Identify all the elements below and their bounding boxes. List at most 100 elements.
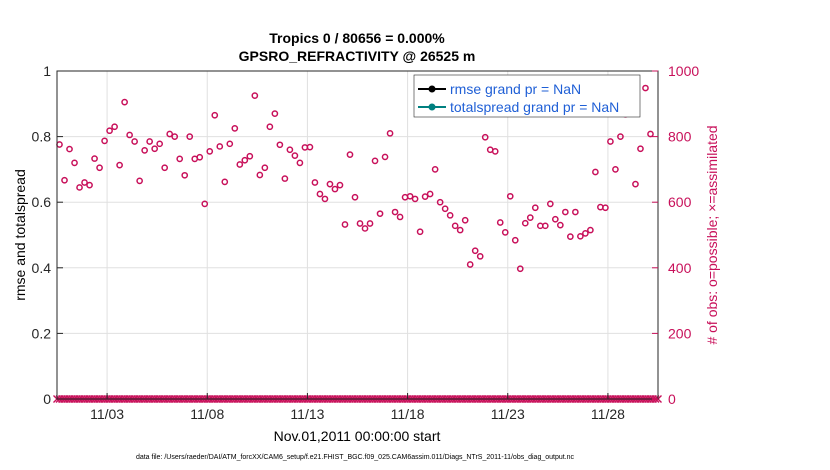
possible-marker — [386, 129, 394, 137]
possible-marker — [246, 152, 254, 160]
possible-marker — [501, 229, 509, 236]
possible-marker — [76, 184, 83, 191]
possible-marker — [66, 145, 73, 153]
possible-marker — [206, 148, 214, 155]
possible-marker — [56, 141, 63, 148]
possible-marker — [131, 138, 138, 145]
possible-marker — [491, 148, 499, 155]
legend-rmse-label: rmse grand pr = NaN — [450, 81, 581, 97]
possible-marker — [146, 138, 154, 145]
legend-rmse-marker — [428, 85, 436, 93]
possible-marker — [176, 155, 184, 163]
y-tick-label-left: 0.4 — [32, 260, 52, 276]
grid-lines — [57, 71, 658, 399]
possible-marker — [436, 198, 444, 206]
possible-marker — [511, 236, 519, 244]
possible-marker — [196, 153, 204, 161]
possible-marker — [231, 125, 239, 132]
possible-marker — [376, 210, 384, 218]
possible-marker — [201, 200, 209, 208]
possible-marker — [361, 225, 369, 232]
possible-marker — [96, 164, 103, 172]
y-tick-label-right: 1000 — [668, 63, 699, 79]
x-tick-label: 11/18 — [391, 406, 425, 422]
possible-marker — [637, 145, 644, 153]
possible-marker — [612, 166, 619, 173]
possible-marker — [91, 155, 98, 162]
possible-marker — [567, 233, 574, 240]
possible-marker — [151, 145, 159, 153]
y-tick-label-left: 0 — [43, 391, 51, 407]
possible-marker — [281, 175, 289, 182]
possible-marker — [156, 140, 164, 148]
x-tick-label: 11/03 — [90, 406, 124, 422]
possible-marker — [331, 185, 339, 193]
y-axis-label-right: # of obs: o=possible; ×=assimilated — [704, 125, 720, 344]
possible-marker — [466, 261, 474, 268]
possible-marker — [642, 84, 649, 92]
possible-marker — [461, 216, 469, 224]
footer-file-path: data file: /Users/raeder/DAI/ATM_forcXX/… — [136, 454, 575, 461]
axes-box — [56, 70, 659, 400]
y-tick-label-right: 600 — [668, 194, 692, 210]
possible-marker — [271, 110, 279, 117]
possible-marker — [81, 179, 88, 186]
possible-marker — [291, 152, 299, 159]
possible-marker — [351, 193, 359, 201]
possible-marker — [516, 265, 524, 273]
possible-marker — [236, 161, 244, 168]
possible-marker — [647, 130, 654, 138]
possible-marker — [391, 208, 399, 216]
possible-marker — [116, 161, 123, 169]
y-tick-label-left: 1 — [43, 63, 51, 79]
possible-marker — [311, 179, 319, 186]
possible-markers — [56, 84, 654, 273]
possible-marker — [431, 166, 439, 173]
possible-marker — [617, 133, 624, 140]
y-tick-label-right: 800 — [668, 129, 692, 145]
possible-marker — [406, 192, 414, 200]
possible-marker — [607, 138, 614, 145]
possible-marker — [481, 133, 489, 141]
y-tick-label-right: 200 — [668, 325, 692, 341]
possible-marker — [86, 181, 93, 189]
possible-marker — [476, 252, 484, 260]
chart-title: Tropics 0 / 80656 = 0.000% — [269, 30, 445, 46]
possible-marker — [241, 156, 249, 164]
possible-marker — [381, 153, 389, 161]
possible-marker — [106, 127, 113, 135]
possible-marker — [341, 221, 349, 228]
possible-marker — [531, 204, 539, 212]
possible-marker — [471, 247, 479, 255]
possible-marker — [251, 92, 259, 99]
possible-marker — [166, 130, 174, 138]
possible-marker — [121, 98, 128, 106]
chart-subtitle: GPSRO_REFRACTIVITY @ 26525 m — [239, 48, 476, 64]
y-tick-label-right: 0 — [668, 391, 676, 407]
possible-marker — [446, 211, 454, 219]
y-tick-label-left: 0.2 — [32, 325, 52, 341]
x-tick-label: 11/28 — [591, 406, 625, 422]
possible-marker — [416, 228, 424, 236]
y-tick-label-left: 0.6 — [32, 194, 52, 210]
possible-marker — [602, 204, 609, 212]
possible-marker — [411, 195, 419, 203]
possible-marker — [366, 220, 374, 227]
possible-marker — [141, 147, 148, 154]
possible-marker — [286, 146, 294, 154]
x-tick-label: 11/08 — [190, 406, 224, 422]
y-tick-label-left: 0.8 — [32, 129, 52, 145]
possible-marker — [582, 230, 589, 237]
possible-marker — [276, 141, 284, 149]
possible-marker — [321, 195, 329, 203]
possible-marker — [496, 219, 504, 226]
possible-marker — [556, 221, 564, 229]
possible-marker — [577, 232, 584, 240]
possible-marker — [226, 140, 234, 148]
possible-marker — [396, 213, 404, 221]
x-tick-label: 11/23 — [491, 406, 525, 422]
y-axis-label-left: rmse and totalspread — [12, 169, 28, 301]
y-tick-label-right: 400 — [668, 260, 692, 276]
axis-ticks: 0 0 0.2 200 0.4 400 0.6 600 0.8 800 1 1000 11/03 11/0… — [32, 63, 700, 422]
